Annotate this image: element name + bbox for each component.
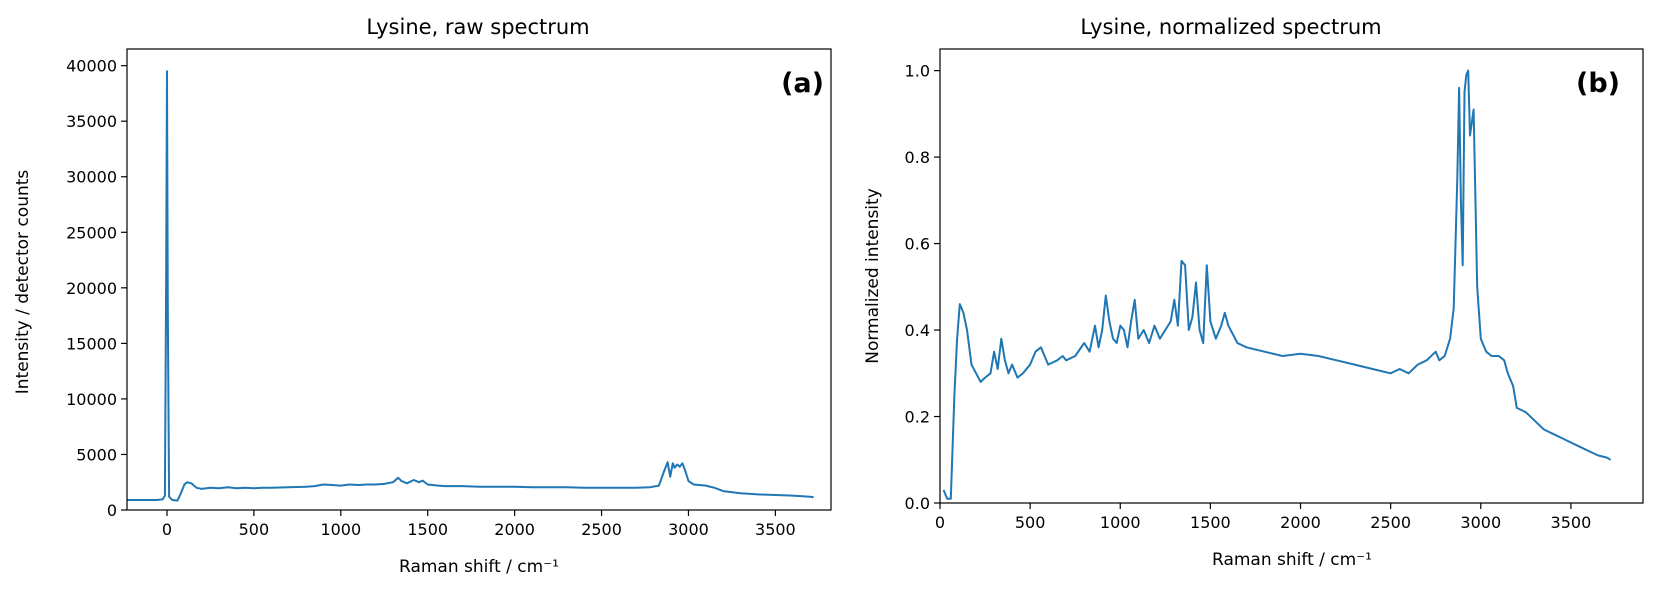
y-tick-label-normalized-5: 1.0 [905,62,930,81]
plot-frame-raw [126,48,832,511]
x-tick-label-raw-0: 0 [162,520,172,539]
axis-ticks-raw: 0 500 1000 1500 2000 2500 3000 3500050001000015… [66,57,796,539]
x-tick-label-raw-5: 2500 [581,520,622,539]
y-tick-label-raw-3: 15000 [66,334,117,353]
x-axis-label-normalized: Raman shift / cm⁻¹ [1212,550,1372,570]
y-tick-label-raw-8: 40000 [66,57,117,76]
y-tick-label-raw-6: 30000 [66,168,117,187]
y-tick-label-normalized-3: 0.6 [905,235,930,254]
x-tick-label-normalized-6: 3000 [1460,513,1501,532]
x-tick-label-raw-3: 1500 [407,520,448,539]
x-tick-label-raw-4: 2000 [494,520,535,539]
series-line-normalized [942,69,1612,500]
x-tick-label-normalized-7: 3500 [1551,513,1592,532]
y-tick-label-raw-5: 25000 [66,223,117,242]
panel-normalized-spectrum: Lysine, normalized spectrum 0 500 1000 1500… [863,15,1644,570]
plot-frame-normalized [939,48,1644,504]
series-line-raw [127,70,814,502]
x-tick-label-raw-6: 3000 [668,520,709,539]
y-tick-label-raw-2: 10000 [66,390,117,409]
y-axis-label-normalized: Normalized intensity [863,188,883,364]
panel-raw-spectrum: Lysine, raw spectrum 0 500 1000 1500 2000 250… [13,15,832,577]
y-tick-label-normalized-2: 0.4 [905,321,930,340]
chart-title-normalized: Lysine, normalized spectrum [1080,15,1381,39]
axis-ticks-normalized: 0 500 1000 1500 2000 2500 3000 3500 0.0 0.2 0.4 0.6… [905,62,1592,532]
panel-label-b: (b) [1576,68,1620,99]
x-tick-label-raw-1: 500 [239,520,270,539]
chart-title-raw: Lysine, raw spectrum [366,15,589,39]
x-tick-label-normalized-5: 2500 [1370,513,1411,532]
x-tick-label-normalized-3: 1500 [1190,513,1231,532]
y-tick-label-raw-1: 5000 [76,445,117,464]
y-tick-label-raw-0: 0 [107,501,117,520]
x-tick-label-normalized-0: 0 [935,513,945,532]
y-axis-label-raw: Intensity / detector counts [13,170,33,395]
x-tick-label-raw-7: 3500 [755,520,796,539]
y-tick-label-normalized-4: 0.8 [905,148,930,167]
y-tick-label-raw-7: 35000 [66,112,117,131]
y-tick-label-normalized-1: 0.2 [905,408,930,427]
x-tick-label-normalized-1: 500 [1015,513,1046,532]
y-tick-label-normalized-0: 0.0 [905,494,930,513]
x-tick-label-normalized-4: 2000 [1280,513,1321,532]
panel-label-a: (a) [781,68,824,99]
y-tick-label-raw-4: 20000 [66,279,117,298]
x-axis-label-raw: Raman shift / cm⁻¹ [399,557,559,577]
x-tick-label-normalized-2: 1000 [1100,513,1141,532]
x-tick-label-raw-2: 1000 [320,520,361,539]
